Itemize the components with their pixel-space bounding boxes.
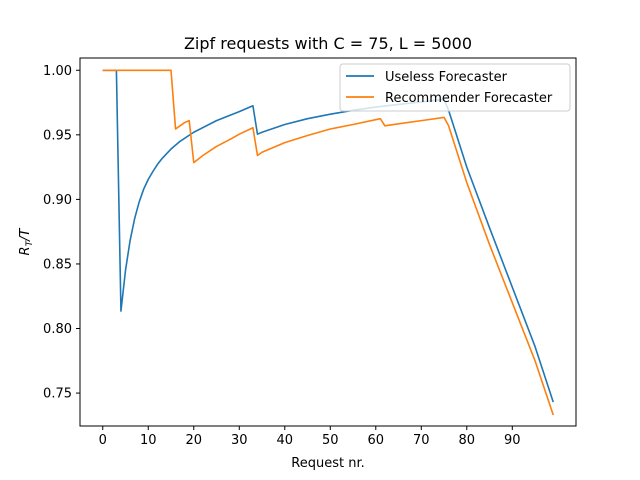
x-tick-label: 40 (276, 433, 293, 448)
y-tick-label: 0.80 (43, 322, 72, 337)
x-axis-ticks: 0 10 20 30 40 50 60 70 80 90 (99, 426, 521, 448)
legend-label-recommender: Recommender Forecaster (385, 91, 553, 106)
x-tick-label: 0 (99, 433, 107, 448)
y-axis-label-tail: /T (18, 228, 33, 242)
y-tick-label: 1.00 (43, 64, 72, 79)
legend-label-useless: Useless Forecaster (385, 70, 508, 85)
y-axis-label-sub: T (25, 239, 35, 246)
y-axis-label: RT/T (18, 228, 35, 256)
x-tick-label: 80 (459, 433, 476, 448)
chart-title: Zipf requests with C = 75, L = 5000 (184, 34, 472, 53)
plot-area (79, 57, 577, 427)
series-layer (102, 69, 555, 416)
legend: Useless Forecaster Recommender Forecaste… (339, 63, 571, 112)
x-tick-label: 60 (368, 433, 385, 448)
x-tick-label: 70 (413, 433, 430, 448)
axes-frame (79, 57, 577, 427)
y-axis-label-main: R (18, 246, 33, 255)
x-tick-label: 50 (322, 433, 339, 448)
y-tick-label: 0.95 (43, 128, 72, 143)
x-tick-label: 30 (231, 433, 248, 448)
y-axis-ticks: 0.75 0.80 0.85 0.90 0.95 1.00 (43, 64, 80, 402)
x-tick-label: 90 (504, 433, 521, 448)
x-tick-label: 20 (185, 433, 202, 448)
y-tick-label: 0.85 (43, 257, 72, 272)
y-tick-label: 0.75 (43, 387, 72, 402)
legend-box (339, 63, 571, 112)
x-axis-label: Request nr. (291, 456, 364, 471)
series-line-recommender-forecaster (102, 69, 555, 416)
x-tick-label: 10 (140, 433, 157, 448)
y-tick-label: 0.90 (43, 193, 72, 208)
